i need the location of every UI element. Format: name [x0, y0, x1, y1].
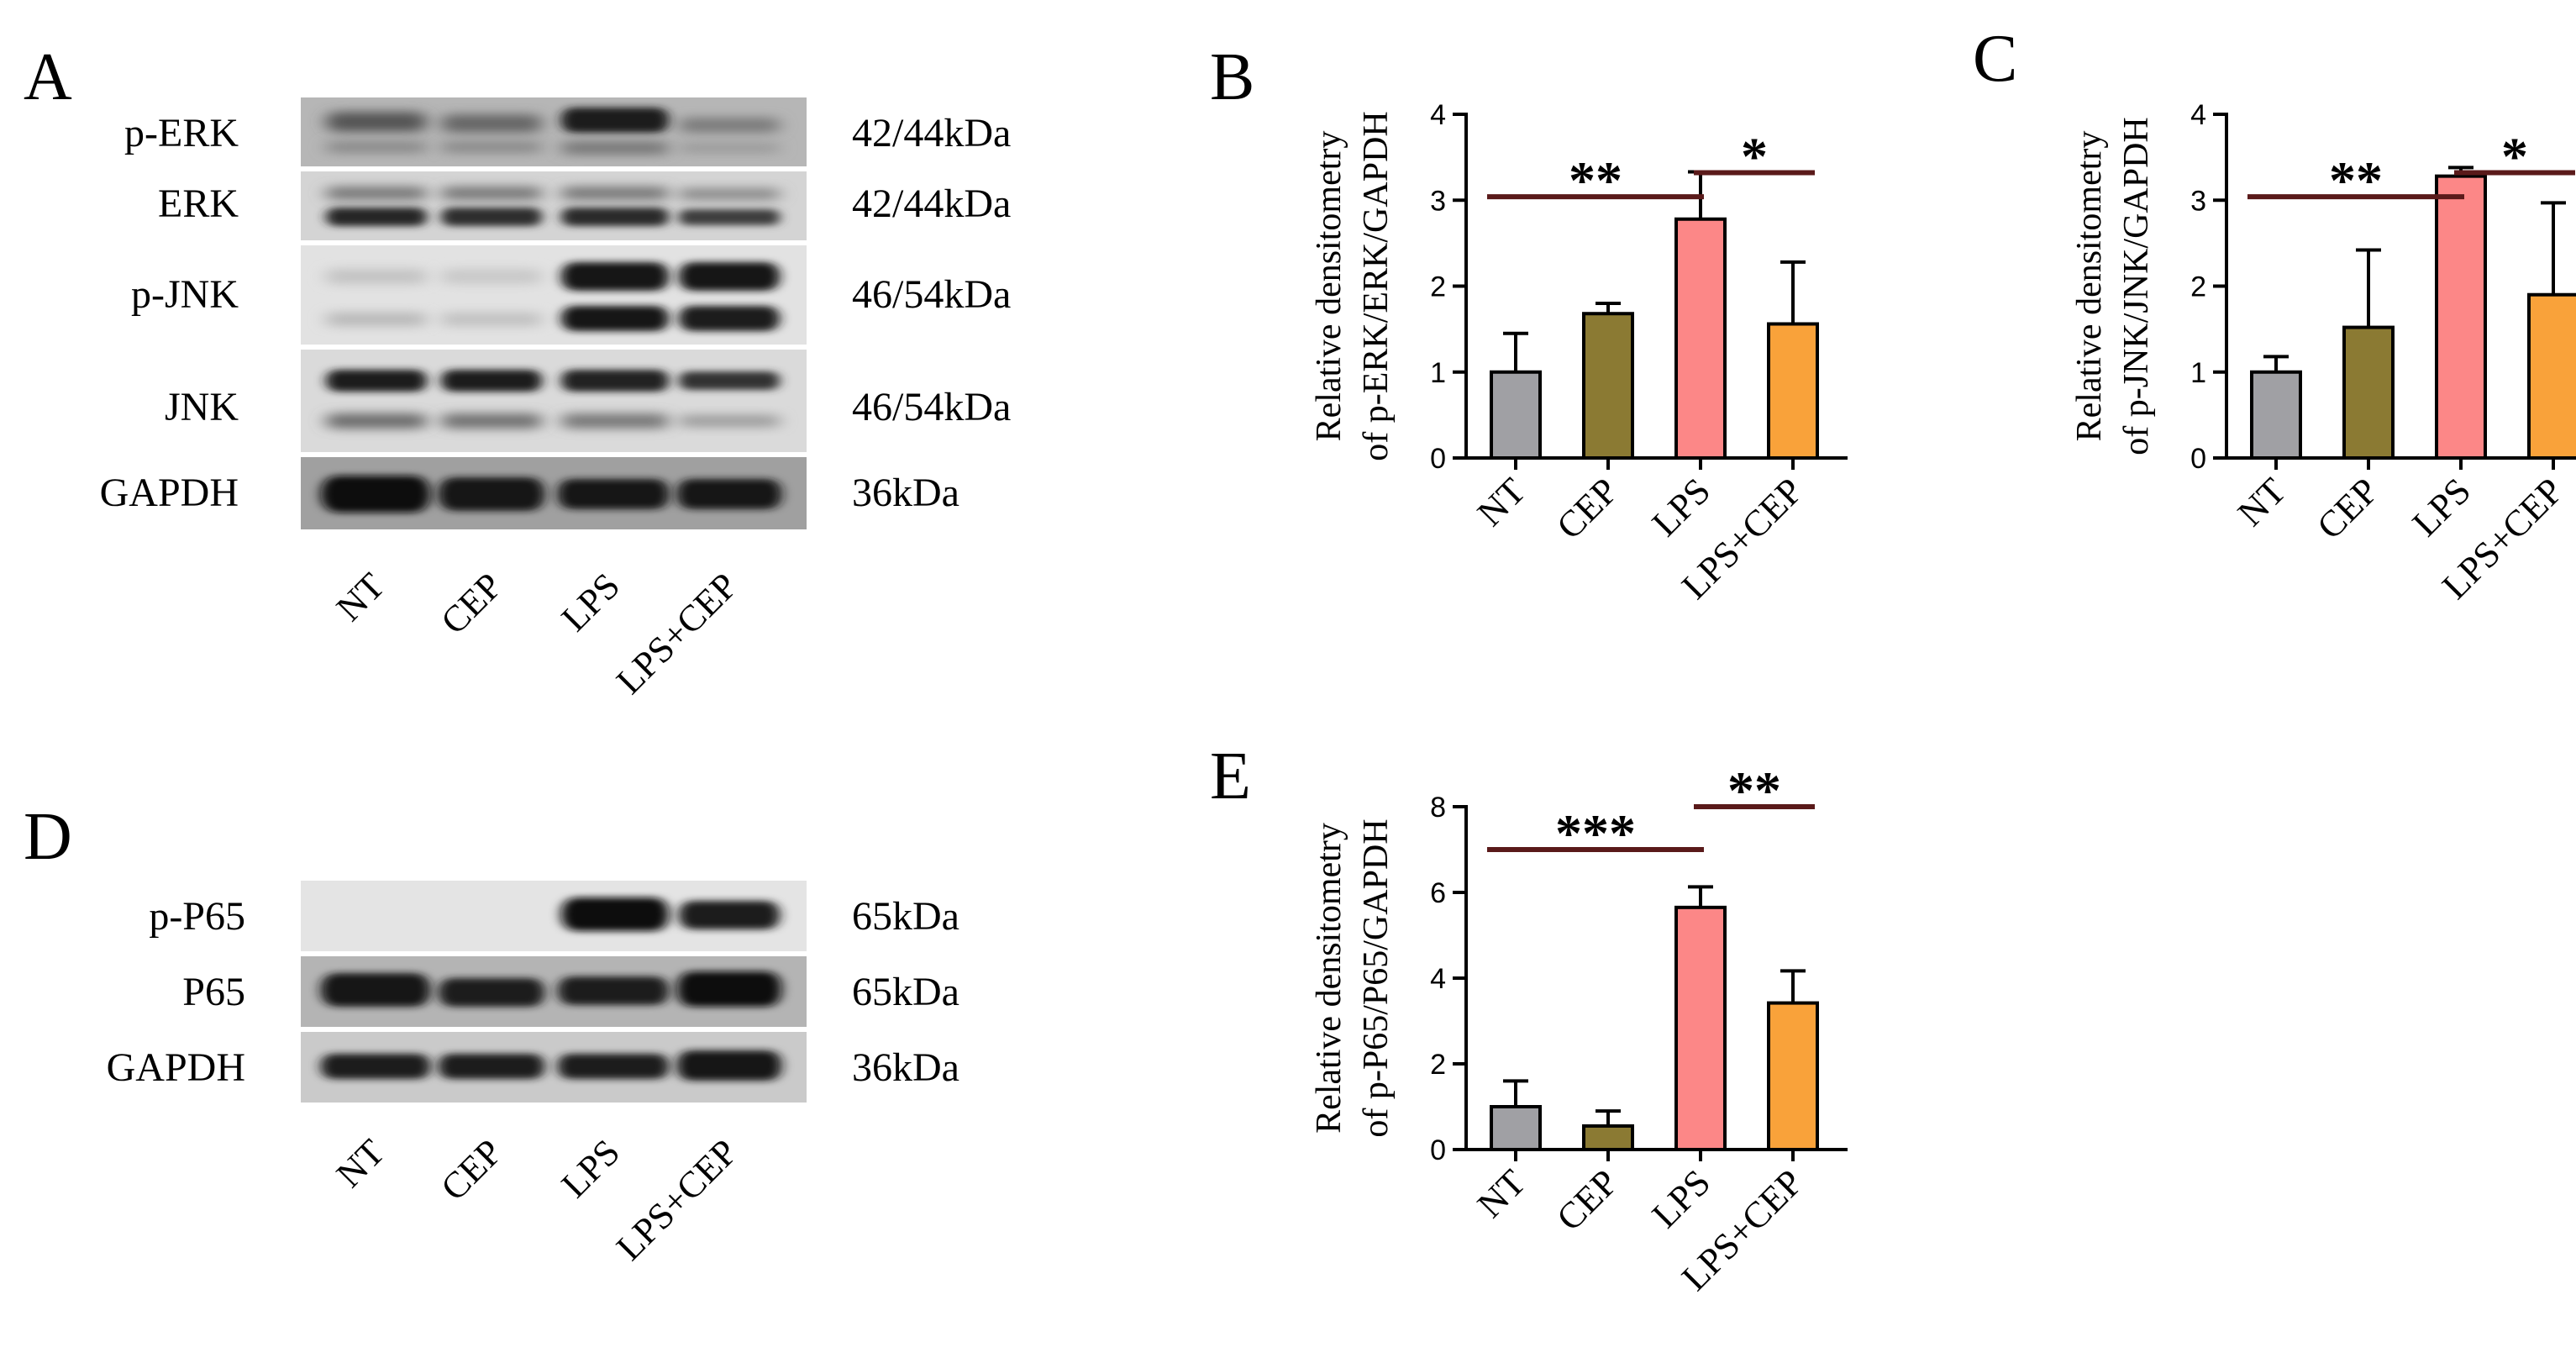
- blot-a-kda-4: 36kDa: [852, 471, 959, 515]
- chart-c-sig-label-1: *: [2501, 127, 2528, 187]
- blot-row-p65: [301, 956, 807, 1027]
- blot-a-label-4: GAPDH: [100, 471, 239, 515]
- chart-e-sig-label-0: ***: [1555, 803, 1636, 863]
- blot-d-lane-1: CEP: [433, 1131, 510, 1208]
- blot-row-p-erk: [301, 97, 807, 166]
- chart-c-sig-label-0: **: [2329, 150, 2383, 210]
- chart-c-bar-nt: [2250, 370, 2302, 460]
- western-blot-d: p-P65 P65 GAPDH 65kDa 65kDa 36kDa NT CEP…: [107, 881, 959, 1268]
- blot-a-kda-1: 42/44kDa: [852, 182, 1011, 226]
- blot-a-label-2: p-JNK: [131, 272, 239, 317]
- bar-chart-c: 0 1 2 3 4 Relative densitometry of p-JNK/JNK/G…: [2070, 99, 2576, 607]
- blot-a-lane-0: NT: [329, 565, 392, 629]
- chart-e-category-label-nt: NT: [1469, 1161, 1533, 1225]
- chart-e-ylabel-line-1: of p-P65/P65/GAPDH: [1357, 818, 1396, 1137]
- chart-b-ylabel-line-0: Relative densitometry: [1310, 131, 1348, 442]
- chart-e-ytick-label-2: 2: [1430, 1049, 1446, 1081]
- blot-a-label-0: p-ERK: [124, 111, 239, 155]
- blot-d-label-0: p-P65: [149, 894, 245, 939]
- blot-row-p-p65: [301, 881, 807, 951]
- blot-a-label-3: JNK: [165, 385, 239, 429]
- blot-row-jnk: [301, 350, 807, 452]
- blot-a-label-1: ERK: [158, 182, 239, 226]
- panel-letter-e: E: [1210, 739, 1251, 813]
- blot-row-gapdh: [301, 457, 807, 529]
- chart-c-category-label-cep: CEP: [2309, 470, 2386, 547]
- blot-a-lane-3: LPS+CEP: [608, 565, 745, 702]
- blot-row-p-jnk: [301, 245, 807, 345]
- panel-letter-d: D: [24, 800, 72, 874]
- chart-c-category-label-nt: NT: [2230, 470, 2294, 534]
- chart-b-ytick-label-2: 2: [1430, 271, 1446, 303]
- chart-e-category-label-cep: CEP: [1548, 1161, 1626, 1239]
- chart-b-sig-label-0: **: [1569, 150, 1622, 210]
- blot-a-lane-2: LPS: [554, 565, 628, 639]
- blot-d-label-1: P65: [182, 970, 245, 1014]
- panel-letter-a: A: [24, 40, 72, 114]
- chart-c-ytick-label-0: 0: [2190, 443, 2206, 475]
- bar-chart-e: 0 2 4 6 8 Relative densitometry of p-P65/P65/G…: [1310, 760, 1848, 1298]
- blot-d-kda-1: 65kDa: [852, 970, 959, 1014]
- chart-c-bar-lps: [2435, 174, 2487, 460]
- blot-d-lane-0: NT: [329, 1131, 392, 1195]
- chart-e-ytick-label-6: 6: [1430, 877, 1446, 909]
- chart-b-ytick-label-1: 1: [1430, 357, 1446, 389]
- chart-e-ytick-label-0: 0: [1430, 1134, 1446, 1166]
- chart-c-category-label-lps: LPS: [2405, 470, 2479, 544]
- panel-letter-b: B: [1210, 40, 1254, 114]
- blot-row-gapdh-d: [301, 1032, 807, 1103]
- blot-a-lane-1: CEP: [433, 565, 510, 642]
- blot-d-lane-2: LPS: [554, 1131, 628, 1205]
- chart-c-ytick-label-4: 4: [2190, 99, 2206, 131]
- chart-b-bar-lps-cep: [1767, 322, 1819, 460]
- blot-a-kda-3: 46/54kDa: [852, 385, 1011, 429]
- chart-e-sig-label-1: **: [1727, 760, 1781, 820]
- chart-b-bar-cep: [1582, 312, 1634, 460]
- panel-letter-c: C: [1973, 22, 2017, 96]
- chart-b-ytick-label-3: 3: [1430, 185, 1446, 217]
- bar-chart-b: 0 1 2 3 4 Relative densitometry of p-ERK/ERK/G…: [1310, 99, 1848, 607]
- chart-e-ylabel-line-0: Relative densitometry: [1310, 823, 1348, 1134]
- chart-b-sig-label-1: *: [1741, 127, 1768, 187]
- chart-e-bar-lps-cep: [1767, 1001, 1819, 1151]
- blot-d-kda-0: 65kDa: [852, 894, 959, 939]
- chart-c-ytick-label-1: 1: [2190, 357, 2206, 389]
- chart-b-ylabel-line-1: of p-ERK/ERK/GAPDH: [1357, 111, 1396, 461]
- chart-c-ylabel-line-0: Relative densitometry: [2070, 131, 2109, 442]
- chart-c-ytick-label-2: 2: [2190, 271, 2206, 303]
- chart-b-category-label-cep: CEP: [1548, 470, 1626, 547]
- chart-e-bar-cep: [1582, 1124, 1634, 1151]
- chart-e-bar-nt: [1490, 1105, 1542, 1151]
- blot-d-lane-3: LPS+CEP: [608, 1131, 745, 1268]
- blot-d-kda-2: 36kDa: [852, 1045, 959, 1090]
- chart-b-category-label-nt: NT: [1469, 470, 1533, 534]
- western-blot-a: p-ERK ERK p-JNK JNK GAPDH 42/44kDa 42/44…: [100, 97, 1011, 702]
- chart-e-bar-lps: [1674, 905, 1727, 1151]
- chart-e-ytick-label-8: 8: [1430, 792, 1446, 824]
- chart-c-bar-lps-cep: [2527, 292, 2576, 460]
- chart-e-ytick-label-4: 4: [1430, 963, 1446, 995]
- blot-a-kda-2: 46/54kDa: [852, 272, 1011, 317]
- chart-c-bar-cep: [2342, 325, 2395, 460]
- chart-c-ytick-label-3: 3: [2190, 185, 2206, 217]
- chart-c-ylabel-line-1: of p-JNK/JNK/GAPDH: [2117, 117, 2156, 455]
- blot-a-kda-0: 42/44kDa: [852, 111, 1011, 155]
- blot-row-erk: [301, 171, 807, 240]
- blot-d-label-2: GAPDH: [107, 1045, 245, 1090]
- chart-b-ytick-label-4: 4: [1430, 99, 1446, 131]
- chart-e-category-label-lps: LPS: [1644, 1161, 1718, 1235]
- chart-b-bar-lps: [1674, 217, 1727, 460]
- chart-b-category-label-lps: LPS: [1644, 470, 1718, 544]
- chart-b-bar-nt: [1490, 370, 1542, 460]
- chart-b-ytick-label-0: 0: [1430, 443, 1446, 475]
